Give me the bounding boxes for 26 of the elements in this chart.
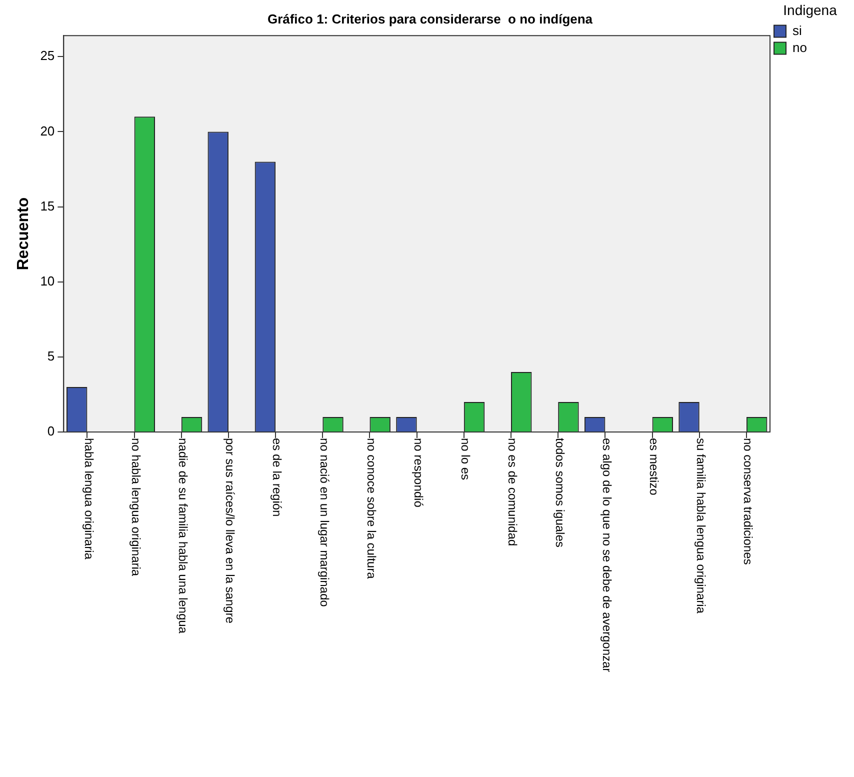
legend-label: no [792,40,807,55]
y-axis-title: Recuento [15,197,32,270]
chart-title: Gráfico 1: Criterios para considerarse o no indígena [267,11,594,26]
x-tick-label: por sus raíces/lo lleva en la sangre [223,438,238,624]
x-tick-label: no conserva tradiciones [741,438,756,565]
x-tick-label: no conoce sobre la cultura [364,438,378,580]
x-tick-label: no habla lengua originaria [128,438,143,576]
x-tick-label: habla lengua originaria [82,438,96,560]
y-tick-label: 25 [40,48,55,64]
x-tick-label: no nació en un lugar marginado [317,438,332,608]
legend-label: si [792,22,802,38]
x-tick-label: es algo de lo que no se debe de avergonzar [600,438,614,672]
x-tick-label: no es de comunidad [506,438,520,546]
x-tick-label: no lo es [458,438,473,480]
x-tick-label: no respondió [412,438,426,508]
y-tick-label: 0 [47,424,55,439]
legend-title: Indigena [783,2,838,18]
y-tick-label: 5 [47,348,55,364]
y-tick-label: 20 [40,123,55,138]
x-tick-label: es mestizo [646,438,661,496]
y-tick-label: 10 [40,273,55,288]
x-tick-label: nadie de su familia habla una lengua [176,438,190,634]
x-tick-label: su familia habla lengua originaria [694,438,708,614]
y-tick-label: 15 [40,198,55,214]
x-tick-label: todos somos iguales [552,438,567,548]
x-tick-label: es de la región [270,438,284,517]
